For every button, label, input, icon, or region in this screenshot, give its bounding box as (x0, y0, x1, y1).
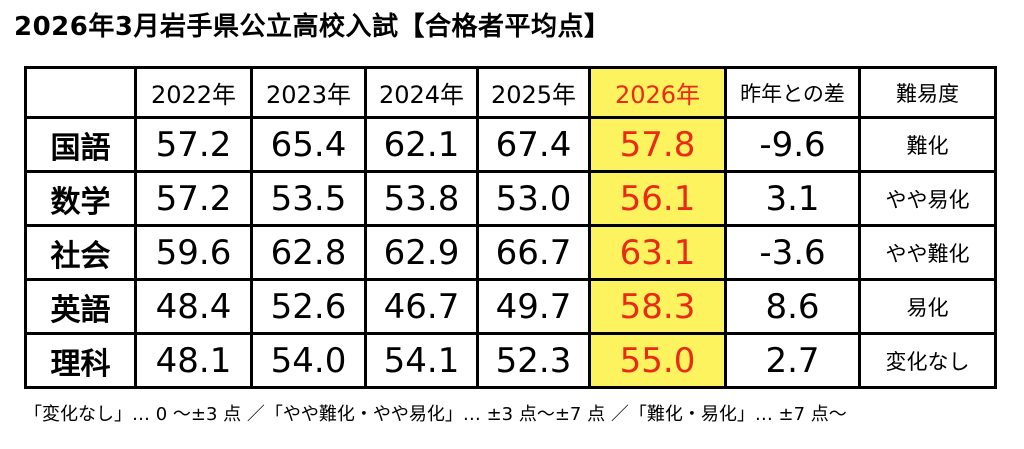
score-cell: 54.1 (364, 332, 479, 389)
diff-cell: -3.6 (724, 224, 861, 281)
header-row: 2022年 2023年 2024年 2025年 2026年 昨年との差 難易度 (24, 66, 997, 119)
score-cell-current: 55.0 (588, 332, 727, 389)
score-cell: 48.1 (134, 332, 253, 389)
header-year-2025: 2025年 (476, 66, 591, 119)
subject-cell: 国語 (24, 116, 137, 173)
table-row: 国語 57.2 65.4 62.1 67.4 57.8 -9.6 難化 (24, 116, 997, 173)
score-cell: 66.7 (476, 224, 591, 281)
scores-table: 2022年 2023年 2024年 2025年 2026年 昨年との差 難易度 … (24, 66, 997, 389)
score-cell: 62.1 (364, 116, 479, 173)
header-year-2023: 2023年 (250, 66, 367, 119)
difficulty-cell: 難化 (858, 116, 997, 173)
diff-cell: 2.7 (724, 332, 861, 389)
table-row: 英語 48.4 52.6 46.7 49.7 58.3 8.6 易化 (24, 278, 997, 335)
score-cell: 54.0 (250, 332, 367, 389)
page-title: 2026年3月岩手県公立高校入試【合格者平均点】 (14, 12, 611, 42)
score-cell: 53.0 (476, 170, 591, 227)
table-row: 社会 59.6 62.8 62.9 66.7 63.1 -3.6 やや難化 (24, 224, 997, 281)
corner-cell (24, 66, 137, 119)
score-cell-current: 56.1 (588, 170, 727, 227)
score-cell: 62.8 (250, 224, 367, 281)
table-row: 数学 57.2 53.5 53.8 53.0 56.1 3.1 やや易化 (24, 170, 997, 227)
score-cell: 49.7 (476, 278, 591, 335)
score-cell: 46.7 (364, 278, 479, 335)
score-cell: 57.2 (134, 116, 253, 173)
diff-cell: -9.6 (724, 116, 861, 173)
difficulty-cell: やや難化 (858, 224, 997, 281)
diff-cell: 3.1 (724, 170, 861, 227)
difficulty-cell: やや易化 (858, 170, 997, 227)
header-difficulty: 難易度 (858, 66, 997, 119)
subject-cell: 英語 (24, 278, 137, 335)
score-cell: 62.9 (364, 224, 479, 281)
header-diff: 昨年との差 (724, 66, 861, 119)
score-cell: 53.8 (364, 170, 479, 227)
score-cell: 65.4 (250, 116, 367, 173)
subject-cell: 社会 (24, 224, 137, 281)
header-year-2026: 2026年 (588, 66, 727, 119)
header-year-2022: 2022年 (134, 66, 253, 119)
score-cell: 53.5 (250, 170, 367, 227)
score-cell: 52.6 (250, 278, 367, 335)
score-cell: 59.6 (134, 224, 253, 281)
table-row: 理科 48.1 54.0 54.1 52.3 55.0 2.7 変化なし (24, 332, 997, 389)
score-cell: 67.4 (476, 116, 591, 173)
header-year-2024: 2024年 (364, 66, 479, 119)
difficulty-cell: 易化 (858, 278, 997, 335)
difficulty-cell: 変化なし (858, 332, 997, 389)
score-cell-current: 63.1 (588, 224, 727, 281)
diff-cell: 8.6 (724, 278, 861, 335)
score-cell-current: 58.3 (588, 278, 727, 335)
subject-cell: 理科 (24, 332, 137, 389)
score-cell-current: 57.8 (588, 116, 727, 173)
legend-note: 「変化なし」… 0 〜±3 点 ／「やや難化・やや易化」… ±3 点〜±7 点 … (24, 404, 847, 425)
score-cell: 52.3 (476, 332, 591, 389)
score-cell: 57.2 (134, 170, 253, 227)
score-cell: 48.4 (134, 278, 253, 335)
subject-cell: 数学 (24, 170, 137, 227)
